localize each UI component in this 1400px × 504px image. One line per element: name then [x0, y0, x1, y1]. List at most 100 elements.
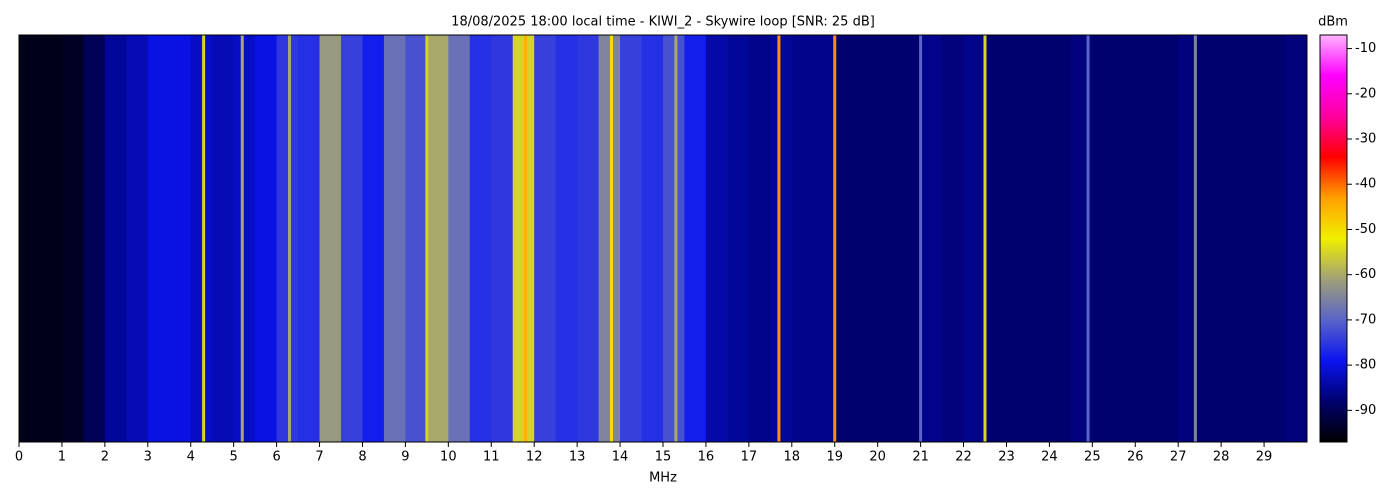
heat-cell [813, 35, 836, 442]
heat-cell [598, 35, 621, 442]
heat-cell [1027, 35, 1050, 442]
heat-cell [748, 35, 771, 442]
heat-cell [663, 35, 685, 442]
colorbar-tick-label: -40 [1355, 177, 1376, 192]
x-tick-label: 23 [998, 450, 1015, 465]
heat-cell [1156, 35, 1179, 442]
x-tick-label: 21 [912, 450, 929, 465]
x-tick-label: 5 [230, 450, 238, 465]
heat-cell [40, 35, 63, 442]
heat-cell [190, 35, 213, 442]
x-tick-label: 13 [569, 450, 586, 465]
x-tick-label: 20 [869, 450, 886, 465]
heat-cell [1006, 35, 1029, 442]
x-tick-label: 2 [101, 450, 109, 465]
x-tick-label: 0 [15, 450, 23, 465]
carrier-line [524, 35, 528, 442]
x-axis-label: MHz [649, 471, 677, 486]
x-tick-label: 12 [526, 450, 543, 465]
x-tick-label: 6 [272, 450, 280, 465]
heat-cell [1113, 35, 1136, 442]
colorbar-tick-label: -70 [1355, 312, 1376, 327]
heat-cell [426, 35, 449, 442]
heat-cell [147, 35, 170, 442]
heat-cell [985, 35, 1007, 442]
heat-cell [469, 35, 492, 442]
heat-cell [61, 35, 84, 442]
heat-cell [276, 35, 299, 442]
x-tick-label: 27 [1170, 450, 1187, 465]
heat-cell [684, 35, 707, 442]
heat-cell [620, 35, 643, 442]
heat-cell [255, 35, 278, 442]
heat-cell [577, 35, 600, 442]
heat-cell [1049, 35, 1072, 442]
colorbar-tick-label: -30 [1355, 132, 1376, 147]
x-tick-label: 14 [612, 450, 629, 465]
heat-cell [963, 35, 986, 442]
x-tick-label: 24 [1041, 450, 1058, 465]
x-tick-label: 9 [401, 450, 409, 465]
heat-cell [1264, 35, 1287, 442]
heat-cell [83, 35, 106, 442]
heat-cell [362, 35, 385, 442]
heat-cell [1285, 35, 1308, 442]
x-tick-label: 10 [440, 450, 457, 465]
carrier-line [287, 35, 291, 442]
heat-cell [770, 35, 793, 442]
heat-cell [233, 35, 256, 442]
colorbar-tick-label: -90 [1355, 403, 1376, 418]
carrier-line [202, 35, 206, 442]
x-tick-label: 8 [358, 450, 366, 465]
x-tick-label: 4 [187, 450, 195, 465]
heat-cell [727, 35, 750, 442]
heat-cell [1221, 35, 1244, 442]
heat-cell [942, 35, 965, 442]
x-tick-label: 7 [315, 450, 323, 465]
heat-cell [555, 35, 578, 442]
heat-cell [319, 35, 342, 442]
x-tick-label: 11 [483, 450, 500, 465]
heat-cell [791, 35, 814, 442]
heat-cell [405, 35, 428, 442]
x-tick-label: 18 [784, 450, 801, 465]
heat-cell [341, 35, 363, 442]
colorbar-label: dBm [1318, 15, 1348, 30]
colorbar-tick-label: -60 [1355, 267, 1376, 282]
heat-cell [19, 35, 41, 442]
x-tick-label: 16 [698, 450, 715, 465]
heat-cell [1199, 35, 1222, 442]
carrier-line [240, 35, 244, 442]
heat-cell [641, 35, 664, 442]
heat-cell [856, 35, 879, 442]
heat-cell [534, 35, 557, 442]
x-tick-label: 25 [1084, 450, 1101, 465]
x-tick-label: 1 [58, 450, 66, 465]
heat-cell [298, 35, 321, 442]
carrier-line [919, 35, 923, 442]
colorbar-tick-label: -80 [1355, 358, 1376, 373]
x-tick-label: 22 [955, 450, 972, 465]
heat-cell [491, 35, 514, 442]
heat-cell [899, 35, 922, 442]
x-tick-label: 19 [826, 450, 843, 465]
heat-cell [920, 35, 943, 442]
chart-title: 18/08/2025 18:00 local time - KIWI_2 - S… [451, 15, 875, 30]
x-tick-label: 29 [1256, 450, 1273, 465]
carrier-line [777, 35, 781, 442]
heat-cell [705, 35, 728, 442]
heat-cell [126, 35, 149, 442]
x-tick-label: 3 [144, 450, 152, 465]
colorbar [1319, 34, 1348, 443]
heat-cell [448, 35, 471, 442]
colorbar-tick-label: -20 [1355, 86, 1376, 101]
heat-cell [1135, 35, 1158, 442]
heat-cell [1242, 35, 1265, 442]
carrier-line [1086, 35, 1090, 442]
heat-cell [1092, 35, 1115, 442]
heat-cell [383, 35, 406, 442]
carrier-line [983, 35, 987, 442]
heat-cell [104, 35, 127, 442]
carrier-line [609, 35, 613, 442]
